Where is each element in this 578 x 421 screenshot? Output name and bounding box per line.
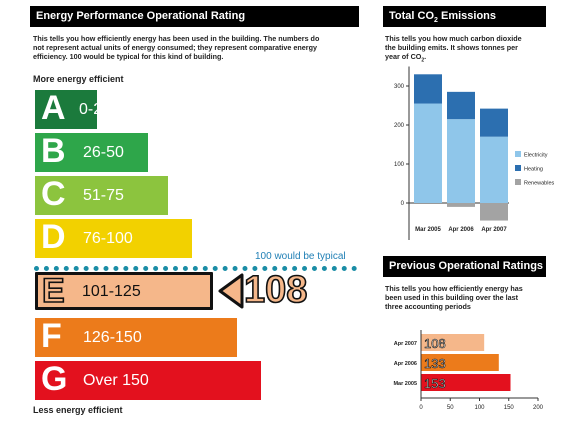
y-tick-label: Apr 2007 bbox=[394, 341, 417, 347]
x-tick-label: 200 bbox=[533, 405, 544, 411]
typical-label: 100 would be typical bbox=[255, 251, 346, 262]
band-letter: G bbox=[41, 360, 68, 398]
co2-panel-title: Total CO2 Emissions bbox=[383, 6, 546, 27]
more-efficient-label: More energy efficient bbox=[33, 74, 124, 84]
band-c: C 51-75 bbox=[35, 175, 168, 215]
band-a: A 0-25 bbox=[35, 89, 111, 129]
band-range: 51-75 bbox=[83, 187, 124, 204]
rating-description-line: This tells you how efficiently energy ha… bbox=[33, 34, 320, 43]
bar-segment bbox=[480, 203, 508, 221]
bar-value-label: 153 bbox=[424, 376, 446, 391]
co2-desc-suffix: . bbox=[424, 52, 427, 61]
bar-segment bbox=[480, 108, 508, 137]
legend-swatch bbox=[515, 151, 521, 157]
band-g: G Over 150 bbox=[35, 360, 261, 400]
y-tick-label: 300 bbox=[394, 84, 405, 90]
legend-label: Electricity bbox=[524, 153, 548, 159]
rating-bar bbox=[421, 354, 499, 371]
typical-divider bbox=[34, 266, 357, 271]
x-tick-label: 100 bbox=[474, 405, 485, 411]
bar-segment bbox=[414, 74, 442, 104]
previous-ratings-description-line: This tells you how efficiently energy ha… bbox=[385, 284, 523, 293]
y-tick-label: 200 bbox=[394, 123, 405, 129]
legend-swatch bbox=[515, 179, 521, 185]
band-d: D 76-100 bbox=[35, 218, 192, 258]
legend-swatch bbox=[515, 165, 521, 171]
previous-ratings-description-line: three accounting periods bbox=[385, 302, 471, 311]
rating-description-line: not represent actual units of energy con… bbox=[33, 43, 317, 52]
band-range: Over 150 bbox=[83, 372, 149, 389]
y-tick-label: 100 bbox=[394, 162, 405, 168]
bar-segment bbox=[414, 103, 442, 203]
co2-title-prefix: Total CO bbox=[389, 10, 435, 22]
co2-description-line: the building emits. It shows tonnes per bbox=[385, 43, 518, 52]
co2-title-sub: 2 bbox=[434, 17, 438, 25]
band-letter: C bbox=[41, 175, 66, 213]
legend-label: Heating bbox=[524, 167, 543, 173]
band-range: 76-100 bbox=[83, 230, 133, 247]
x-tick-label: 150 bbox=[504, 405, 515, 411]
x-tick-label: 0 bbox=[419, 405, 423, 411]
co2-desc-sub: 2 bbox=[421, 57, 425, 64]
previous-ratings-title: Previous Operational Ratings bbox=[383, 256, 546, 277]
legend-label: Renewables bbox=[524, 181, 555, 187]
band-letter: E bbox=[41, 271, 65, 311]
co2-title-suffix: Emissions bbox=[437, 10, 496, 22]
bar-segment bbox=[447, 203, 475, 207]
y-tick-label: Apr 2006 bbox=[394, 361, 417, 367]
current-rating-value: 108 bbox=[243, 268, 308, 312]
band-letter: F bbox=[41, 317, 62, 355]
rating-description: This tells you how efficiently energy ha… bbox=[33, 34, 363, 61]
bar-segment bbox=[480, 136, 508, 203]
band-range: 126-150 bbox=[83, 329, 142, 346]
x-tick-label: Mar 2005 bbox=[415, 227, 441, 233]
y-tick-label: 0 bbox=[401, 201, 405, 207]
co2-description: This tells you how much carbon dioxide t… bbox=[385, 34, 555, 65]
rating-bar bbox=[421, 334, 485, 351]
previous-ratings-description: This tells you how efficiently energy ha… bbox=[385, 284, 555, 311]
co2-description-line: year of CO2. bbox=[385, 52, 555, 65]
band-range: 0-25 bbox=[79, 101, 112, 118]
x-tick-label: Apr 2006 bbox=[448, 227, 474, 233]
band-f: F 126-150 bbox=[35, 317, 237, 357]
bar-segment bbox=[447, 91, 475, 120]
band-letter: B bbox=[41, 132, 66, 170]
band-range: 26-50 bbox=[83, 144, 124, 161]
band-letter: A bbox=[41, 89, 66, 127]
co2-description-line: This tells you how much carbon dioxide bbox=[385, 34, 522, 43]
band-b: B 26-50 bbox=[35, 132, 148, 172]
band-e-current: E 101-125 bbox=[35, 271, 213, 311]
bar-value-label: 133 bbox=[424, 356, 446, 371]
y-tick-label: Mar 2005 bbox=[393, 381, 417, 387]
co2-desc-prefix: year of CO bbox=[385, 52, 422, 61]
previous-ratings-description-line: been used in this building over the last bbox=[385, 293, 518, 302]
rating-panel-title: Energy Performance Operational Rating bbox=[30, 6, 359, 27]
rating-description-line: efficiency. 100 would be typical for thi… bbox=[33, 52, 224, 61]
rating-pointer-icon bbox=[218, 273, 244, 309]
x-tick-label: 50 bbox=[447, 405, 454, 411]
band-letter: D bbox=[41, 218, 66, 256]
previous-ratings-chart: 108 Apr 2007 133 Apr 2006 153 Mar 2005 0 50 100 1… bbox=[393, 330, 544, 411]
x-tick-label: Apr 2007 bbox=[481, 227, 507, 233]
less-efficient-label: Less energy efficient bbox=[33, 405, 123, 415]
bar-value-label: 108 bbox=[424, 336, 446, 351]
rating-bar bbox=[421, 374, 511, 391]
bar-segment bbox=[447, 119, 475, 203]
band-range: 101-125 bbox=[82, 283, 141, 300]
